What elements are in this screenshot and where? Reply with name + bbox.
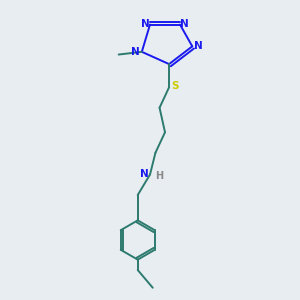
Text: N: N — [180, 19, 189, 29]
Text: N: N — [140, 169, 148, 179]
Text: S: S — [171, 81, 179, 91]
Text: H: H — [155, 171, 163, 181]
Text: N: N — [141, 19, 150, 29]
Text: N: N — [131, 47, 140, 57]
Text: N: N — [194, 41, 203, 51]
